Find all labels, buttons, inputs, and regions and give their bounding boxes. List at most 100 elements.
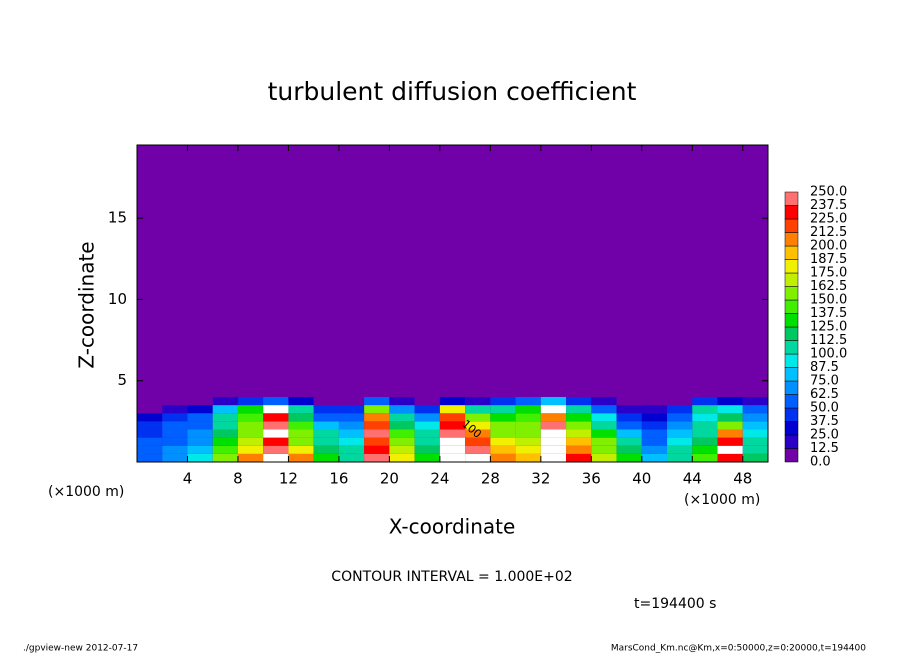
x-tick-label: 4 (183, 470, 193, 488)
x-tick-label: 44 (683, 470, 702, 488)
colorbar-label: 212.5 (810, 225, 847, 240)
field-cell (667, 437, 693, 446)
field-cell (591, 396, 617, 406)
field-cell (288, 429, 314, 438)
field-cell (338, 445, 365, 454)
field-cell (414, 429, 440, 438)
field-cell (162, 413, 188, 422)
field-cell (465, 413, 491, 422)
field-cell (212, 445, 238, 454)
colorbar-box (784, 245, 799, 260)
field-cell (137, 413, 163, 422)
field-cell (137, 405, 163, 414)
field-cell (566, 445, 592, 454)
field-cell (263, 421, 289, 430)
field-cell (490, 421, 516, 430)
colorbar-label: 150.0 (810, 293, 847, 308)
footer-left: ./gpview-new 2012-07-17 (23, 644, 138, 654)
colorbar-label: 75.0 (810, 374, 839, 389)
field-cell (187, 437, 213, 446)
field-cell (389, 413, 415, 422)
field-cell (616, 445, 642, 454)
x-tick-label: 8 (233, 470, 243, 488)
field-cell (137, 429, 163, 438)
field-cell (263, 437, 289, 446)
field-cell (717, 437, 743, 446)
field-cell (137, 453, 163, 462)
plot-frame (136, 144, 769, 463)
field-cell (717, 429, 743, 438)
colorbar-box (784, 191, 799, 206)
field-cell (465, 429, 491, 438)
field-cell (742, 413, 768, 422)
field-cell (187, 453, 213, 462)
field-cell (591, 453, 617, 462)
field-cell (414, 405, 440, 414)
field-cell (187, 421, 213, 430)
colorbar-label: 225.0 (810, 212, 847, 227)
field-cell (389, 405, 415, 414)
field-cell (591, 413, 617, 422)
colorbar-label: 0.0 (810, 455, 831, 470)
field-cell (263, 396, 289, 406)
colorbar-box (784, 299, 799, 314)
field-cell (338, 429, 365, 438)
field-cell (515, 453, 541, 462)
field-cell (288, 405, 314, 414)
field-cell (364, 453, 390, 462)
field-cell (162, 421, 188, 430)
field-cell (742, 405, 768, 414)
chart-title: turbulent diffusion coefficient (268, 77, 637, 106)
field-cell (187, 396, 213, 406)
field-cell (212, 405, 238, 414)
field-cell (692, 413, 718, 422)
field-cell (641, 413, 668, 422)
field-cell (288, 413, 314, 422)
field-cell (616, 429, 642, 438)
field-cell (742, 429, 768, 438)
field-cell (692, 421, 718, 430)
field-cell (692, 405, 718, 414)
colorbar-box (784, 205, 799, 220)
field-cell (641, 405, 668, 414)
field-cell (389, 396, 415, 406)
field-cell (566, 405, 592, 414)
field-cell (742, 421, 768, 430)
colorbar-label: 62.5 (810, 387, 839, 402)
field-cell (263, 413, 289, 422)
field-cell (187, 413, 213, 422)
field-cell (667, 405, 693, 414)
field-cell (667, 453, 693, 462)
colorbar-label: 162.5 (810, 279, 847, 294)
x-tick-label: 20 (380, 470, 399, 488)
colorbar-box (784, 340, 799, 355)
field-cell (187, 405, 213, 414)
field-cell (313, 405, 339, 414)
field-cell (566, 429, 592, 438)
field-cell (313, 429, 339, 438)
field-cell (591, 405, 617, 414)
field-cell (364, 396, 390, 406)
field-cell (566, 437, 592, 446)
field-cell (465, 396, 491, 406)
field-cell (465, 453, 491, 462)
field-cell (212, 429, 238, 438)
colorbar-label: 112.5 (810, 333, 847, 348)
field-cell (540, 437, 567, 446)
field-cell (717, 445, 743, 454)
field-cell (692, 429, 718, 438)
field-cell (490, 453, 516, 462)
field-cell (540, 413, 567, 422)
field-cell (591, 445, 617, 454)
field-cell (717, 453, 743, 462)
field-cell (162, 453, 188, 462)
field-cell (137, 445, 163, 454)
field-cell (338, 396, 365, 406)
field-cell (313, 421, 339, 430)
field-cell (591, 429, 617, 438)
field-cell (237, 421, 264, 430)
field-cell (742, 445, 768, 454)
footer-right: MarsCond_Km.nc@Km,x=0:50000,z=0:20000,t=… (611, 644, 866, 654)
field-cell (490, 429, 516, 438)
field-cell (414, 445, 440, 454)
